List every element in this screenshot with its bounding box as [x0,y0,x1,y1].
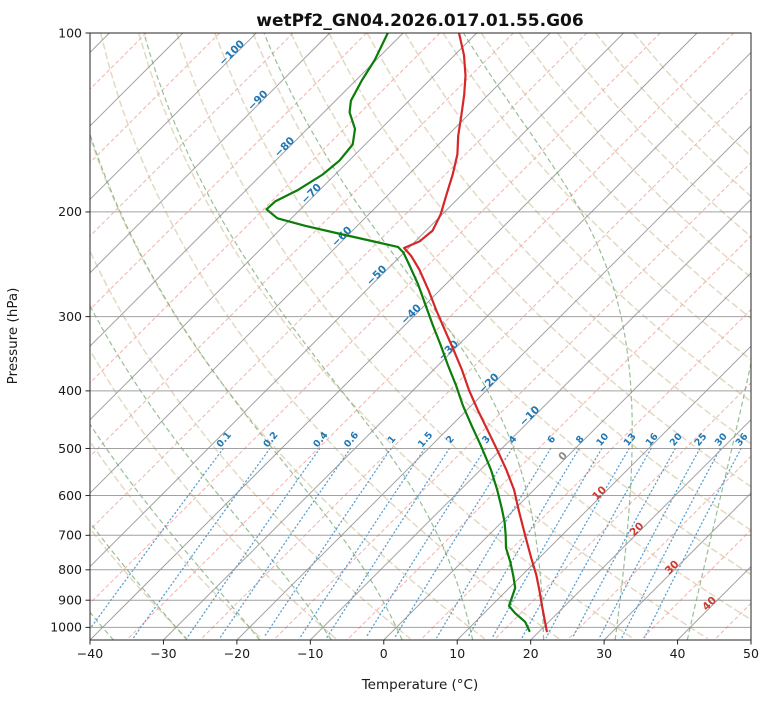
isotherm-label: −100 [217,38,247,68]
isotherm-label: −70 [299,181,324,206]
chart-title: wetPf2_GN04.2026.017.01.55.G06 [256,11,583,31]
x-tick-label: 20 [523,646,539,661]
y-axis-label: Pressure (hPa) [5,288,21,385]
axis-ticks: −40 −30 −20 −10 0 10 20 30 40 5010020030040050060… [50,25,759,661]
isotherms [90,33,751,640]
isotherm-label: 40 [700,594,719,613]
mixing-ratio-label: 25 [693,431,710,448]
mixing-ratio-label: 13 [622,431,639,448]
isotherm-label: −80 [272,135,297,160]
temperature-curve [403,33,548,633]
mixing-ratio-label: 20 [668,431,685,448]
mixing-ratio-label: 30 [713,431,730,448]
y-tick-label: 500 [58,441,82,456]
clipped-field: 0.1 0.2 0.4 0.6 1 1.5 2 3 4 6 8 10 13 16 20 25 30 36−100−… [90,33,751,640]
x-tick-label: −40 [77,646,103,661]
x-tick-label: −10 [297,646,323,661]
mixing-ratio-label: 4 [507,434,520,446]
isotherm-label: 20 [628,520,647,539]
mixing-ratio-label: 0.2 [261,430,280,450]
mixing-ratio-label: 10 [594,431,611,448]
mixing-ratio-label: 2 [444,434,457,446]
mixing-ratio-label: 0.4 [311,430,330,450]
mixing-ratio-lines [90,447,742,639]
isobars [90,33,751,628]
dewpoint-curve [265,33,531,633]
red-dashed-isotherms [90,33,751,640]
isotherm-label: −20 [477,371,502,396]
isotherm-label: −50 [364,263,389,288]
y-tick-label: 1000 [50,620,82,635]
isotherm-label: −40 [399,302,424,327]
isotherm-label: −90 [245,88,270,113]
y-tick-label: 700 [58,528,82,543]
y-tick-label: 100 [58,25,82,40]
mixing-ratio-label: 16 [644,431,661,448]
isotherm-label: 30 [663,558,682,577]
mixing-ratio-labels: 0.1 0.2 0.4 0.6 1 1.5 2 3 4 6 8 10 13 16 20 25 30 36 [215,430,751,450]
mixing-ratio-label: 1.5 [416,430,435,450]
y-tick-label: 800 [58,562,82,577]
x-tick-label: 50 [743,646,759,661]
dry-adiabats [90,33,751,640]
mixing-ratio-label: 0.1 [215,430,234,450]
sounding-profiles [265,33,548,633]
x-tick-label: 40 [670,646,686,661]
plot-area: 0.1 0.2 0.4 0.6 1 1.5 2 3 4 6 8 10 13 16 20 25 30 36−100−… [50,25,759,661]
x-axis-label: Temperature (°C) [361,677,479,693]
x-tick-label: −30 [150,646,176,661]
y-tick-label: 200 [58,204,82,219]
mixing-ratio-label: 8 [574,434,587,446]
x-tick-label: 10 [449,646,465,661]
y-tick-label: 600 [58,488,82,503]
y-tick-label: 300 [58,309,82,324]
isotherm-label: 0 [556,450,570,464]
mixing-ratio-label: 36 [734,431,751,448]
y-tick-label: 400 [58,383,82,398]
y-tick-label: 900 [58,593,82,608]
mixing-ratio-label: 0.6 [342,430,361,450]
plot-frame [89,32,752,641]
x-tick-label: −20 [224,646,250,661]
x-tick-label: 30 [596,646,612,661]
x-tick-label: 0 [380,646,388,661]
